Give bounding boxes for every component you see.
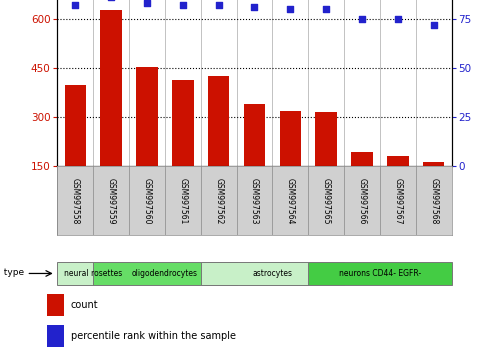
Text: GSM997561: GSM997561 bbox=[178, 178, 187, 224]
Bar bbox=[351, 152, 373, 166]
Text: GSM997559: GSM997559 bbox=[107, 178, 116, 224]
Point bbox=[71, 2, 79, 8]
Text: GSM997562: GSM997562 bbox=[214, 178, 223, 224]
Point bbox=[286, 6, 294, 12]
Bar bbox=[244, 104, 265, 166]
Point bbox=[358, 16, 366, 22]
Bar bbox=[47, 325, 63, 347]
Bar bbox=[100, 10, 122, 166]
Text: oligodendrocytes: oligodendrocytes bbox=[132, 269, 198, 278]
Point bbox=[394, 16, 402, 22]
Bar bbox=[315, 112, 337, 166]
Point bbox=[215, 2, 223, 8]
Bar bbox=[47, 294, 63, 316]
Text: cell type: cell type bbox=[0, 268, 24, 277]
Bar bbox=[201, 262, 344, 285]
Point bbox=[179, 2, 187, 8]
Bar bbox=[279, 111, 301, 166]
Bar bbox=[93, 262, 237, 285]
Text: astrocytes: astrocytes bbox=[252, 269, 292, 278]
Text: GSM997564: GSM997564 bbox=[286, 178, 295, 224]
Bar bbox=[423, 162, 445, 166]
Point bbox=[430, 22, 438, 28]
Text: count: count bbox=[71, 300, 98, 310]
Bar bbox=[172, 80, 194, 166]
Bar bbox=[64, 85, 86, 166]
Point bbox=[322, 6, 330, 12]
Text: GSM997560: GSM997560 bbox=[143, 178, 152, 224]
Text: percentile rank within the sample: percentile rank within the sample bbox=[71, 331, 236, 341]
Bar bbox=[57, 262, 129, 285]
Text: GSM997568: GSM997568 bbox=[429, 178, 438, 224]
Text: neurons CD44- EGFR-: neurons CD44- EGFR- bbox=[339, 269, 421, 278]
Bar bbox=[208, 76, 230, 166]
Bar bbox=[308, 262, 452, 285]
Text: GSM997558: GSM997558 bbox=[71, 178, 80, 224]
Point bbox=[143, 0, 151, 6]
Text: GSM997566: GSM997566 bbox=[357, 178, 366, 224]
Text: GSM997567: GSM997567 bbox=[393, 178, 402, 224]
Bar bbox=[387, 155, 409, 166]
Bar bbox=[136, 68, 158, 166]
Text: GSM997565: GSM997565 bbox=[322, 178, 331, 224]
Text: neural rosettes: neural rosettes bbox=[64, 269, 122, 278]
Text: GSM997563: GSM997563 bbox=[250, 178, 259, 224]
Point bbox=[250, 4, 258, 10]
